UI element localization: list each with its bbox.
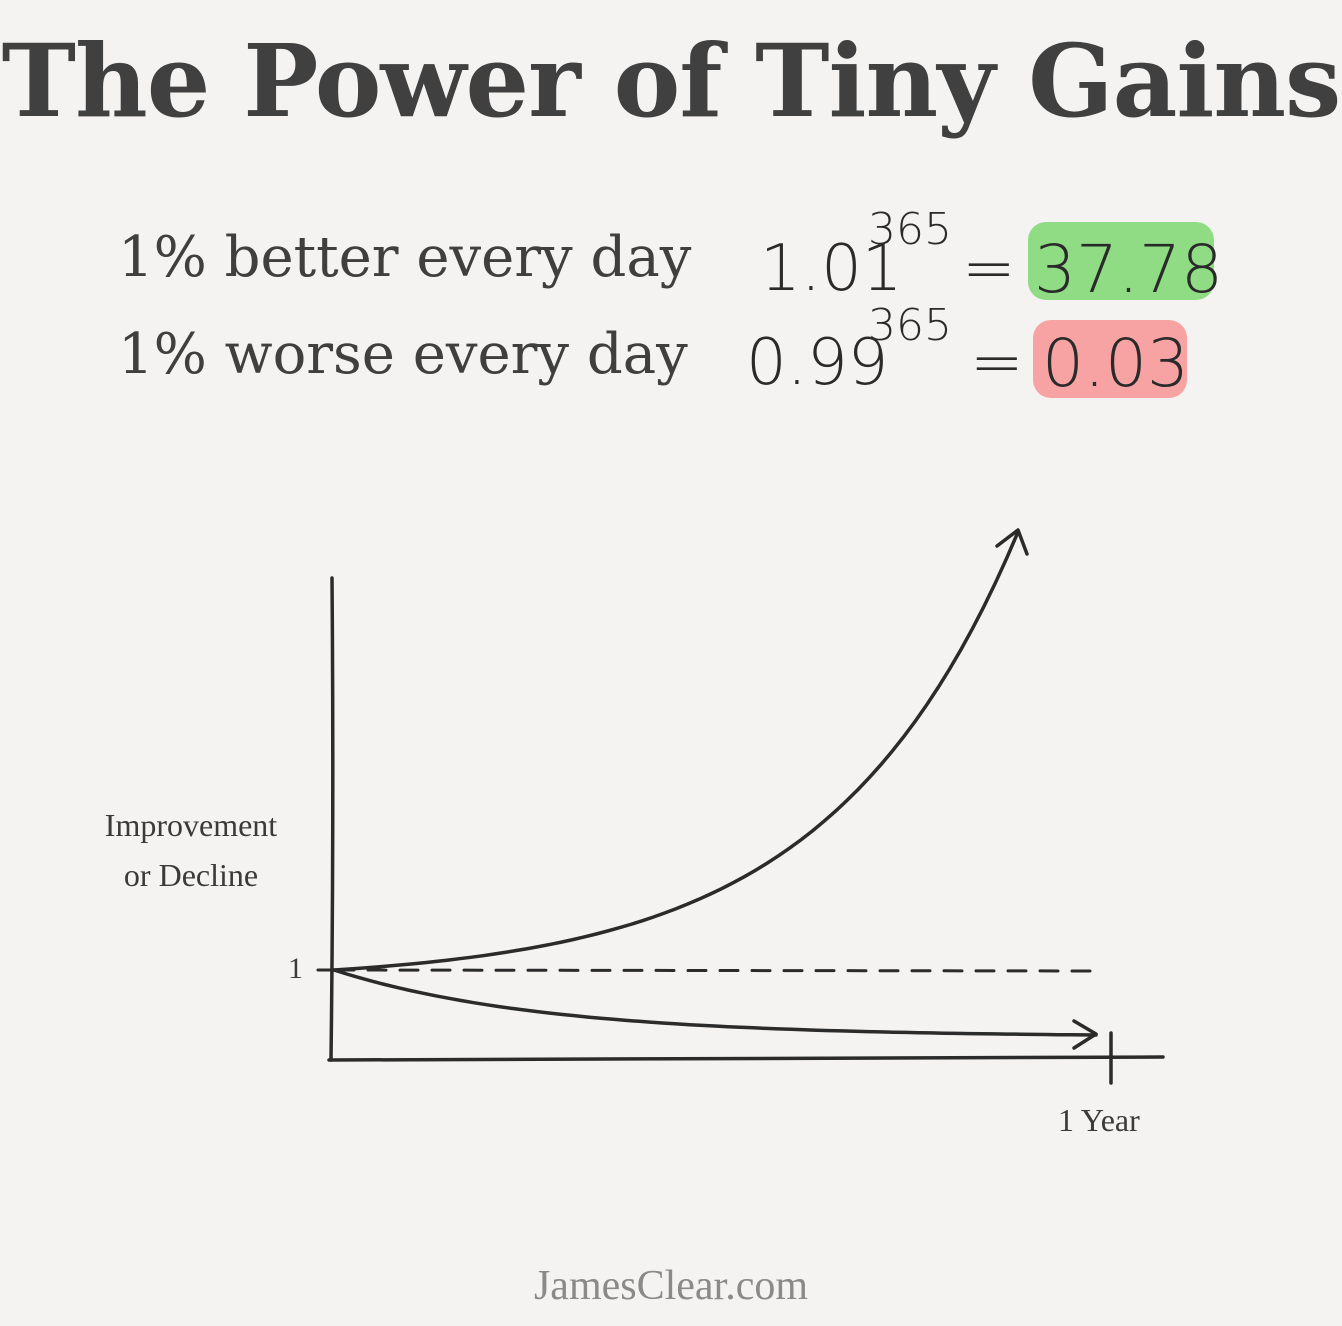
better-exponent: 365	[868, 204, 952, 255]
worse-label: 1% worse every day	[118, 322, 688, 387]
growth-curve	[332, 530, 1020, 972]
y-axis-label: Improvement or Decline	[66, 800, 316, 900]
footer-site: JamesClear.com	[533, 1263, 809, 1309]
x-tick-label: 1 Year	[1058, 1102, 1140, 1138]
worse-result: 0.03	[1042, 325, 1189, 402]
worse-base: 0.99	[746, 326, 889, 400]
worse-equals: =	[970, 326, 1024, 400]
growth-arrowhead	[995, 528, 1029, 556]
better-base: 1.01	[760, 232, 903, 306]
x-axis	[327, 1055, 1165, 1062]
better-label: 1% better every day	[118, 225, 692, 290]
y-axis	[329, 576, 335, 1062]
result-highlight-red	[1033, 320, 1187, 398]
baseline-dashed-line	[334, 968, 1094, 973]
page-title: The Power of Tiny Gains	[1, 22, 1342, 140]
better-equals: =	[962, 232, 1016, 306]
y-tick-label: 1	[288, 952, 303, 985]
decline-curve	[332, 968, 1098, 1037]
result-highlight-green	[1028, 222, 1214, 300]
y-axis-label-line1: Improvement	[104, 807, 278, 843]
decline-arrowhead	[1072, 1019, 1098, 1050]
y-axis-label-line2: or Decline	[123, 857, 259, 893]
worse-exponent: 365	[868, 300, 952, 351]
better-result: 37.78	[1034, 231, 1223, 308]
